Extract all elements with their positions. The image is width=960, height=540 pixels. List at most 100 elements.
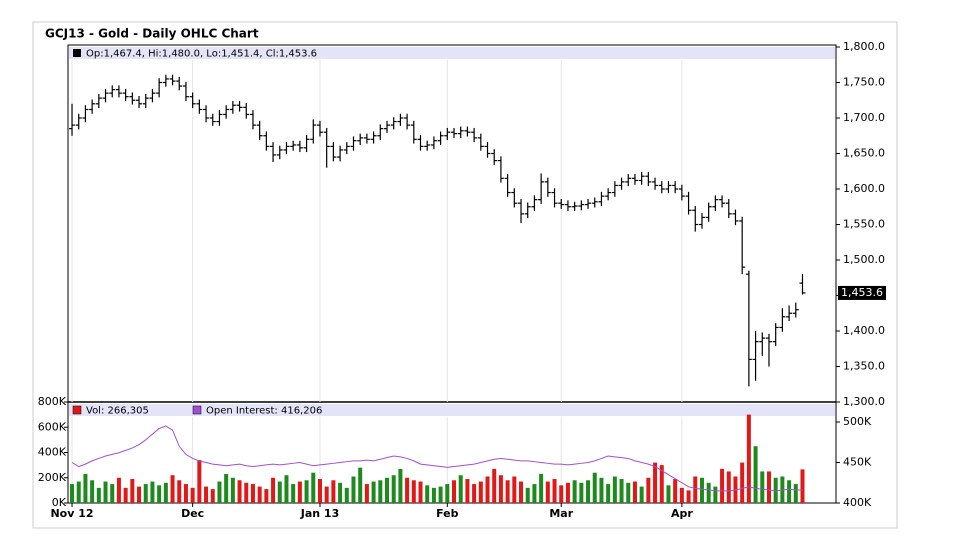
volume-bar (110, 484, 115, 503)
y-tick-label: 400K (38, 446, 67, 459)
y-tick-label: 1,650.0 (843, 147, 885, 160)
volume-bar (532, 484, 537, 503)
volume-bar (405, 477, 410, 503)
x-tick-label: Apr (671, 507, 693, 520)
volume-bar (398, 468, 403, 503)
y-tick-label: 800K (38, 395, 67, 408)
volume-bar (800, 469, 805, 503)
volume-bar (760, 471, 765, 503)
legend-band (69, 47, 835, 59)
volume-bar (331, 480, 336, 503)
legend-text: Vol: 266,305 (86, 406, 149, 417)
volume-bar (431, 487, 436, 503)
volume-bar (338, 482, 343, 503)
volume-bar (498, 475, 503, 503)
volume-bar (586, 480, 591, 503)
volume-bar (478, 481, 483, 503)
volume-bar (693, 476, 698, 503)
volume-bar (197, 460, 202, 503)
x-tick-label: Mar (549, 507, 573, 520)
x-tick-label: Feb (436, 507, 459, 520)
volume-bar (572, 480, 577, 503)
y-tick-label: 1,550.0 (843, 218, 885, 231)
volume-bar (438, 486, 443, 503)
volume-bar (559, 485, 564, 503)
volume-bar (659, 465, 664, 503)
volume-bar (525, 487, 530, 503)
volume-bar (565, 482, 570, 503)
y-tick-label: 600K (38, 420, 67, 433)
volume-bar (679, 487, 684, 503)
volume-bar (787, 480, 792, 503)
volume-bar (137, 486, 142, 503)
volume-bar (699, 477, 704, 503)
volume-bar (163, 482, 168, 503)
volume-bar (371, 481, 376, 503)
volume-bar (157, 485, 162, 503)
volume-bar (653, 462, 658, 503)
volume-bar (592, 472, 597, 503)
volume-bar (706, 482, 711, 503)
volume-bar (793, 484, 798, 503)
y-tick-label: 1,300.0 (843, 395, 885, 408)
volume-bar (472, 484, 477, 503)
y2-tick-label: 400K (843, 496, 872, 509)
volume-bar (632, 481, 637, 503)
volume-bar (619, 479, 624, 503)
volume-bar (753, 446, 758, 503)
volume-bar (224, 473, 229, 503)
volume-bar (230, 477, 235, 503)
y-tick-label: 1,750.0 (843, 76, 885, 89)
volume-bar (539, 473, 544, 503)
volume-bar (458, 475, 463, 503)
volume-bar (384, 477, 389, 503)
volume-bar (418, 481, 423, 503)
volume-bar (505, 480, 510, 503)
legend-swatch (72, 405, 82, 415)
volume-bar (726, 471, 731, 503)
volume-bar (217, 481, 222, 503)
volume-bar (673, 479, 678, 503)
volume-bar (626, 482, 631, 503)
volume-bar (250, 484, 255, 503)
legend-swatch (73, 49, 81, 57)
volume-bar (344, 487, 349, 503)
volume-bar (666, 485, 671, 503)
volume-bar (485, 476, 490, 503)
volume-bar (612, 476, 617, 503)
legend-band (69, 404, 835, 416)
volume-bar (512, 476, 517, 503)
legend-swatch (192, 405, 202, 415)
y-tick-label: 0K (52, 496, 67, 509)
volume-bar (304, 480, 309, 503)
volume-bar (552, 479, 557, 503)
volume-bar (103, 481, 108, 503)
volume-bar (116, 477, 121, 503)
volume-bar (190, 487, 195, 503)
volume-bar (90, 480, 95, 503)
volume-bar (746, 414, 751, 503)
y2-tick-label: 500K (843, 415, 872, 428)
y-tick-label: 1,600.0 (843, 182, 885, 195)
y-tick-label: 200K (38, 471, 67, 484)
volume-bar (720, 468, 725, 503)
volume-bar (177, 480, 182, 503)
volume-bar (740, 462, 745, 503)
volume-bar (646, 477, 651, 503)
volume-bar (96, 487, 101, 503)
volume-bar (606, 484, 611, 503)
volume-bar (411, 480, 416, 503)
volume-bar (244, 482, 249, 503)
volume-bar (351, 476, 356, 503)
volume-bar (297, 481, 302, 503)
last-price-label: 1,453.6 (841, 286, 883, 299)
volume-bar (76, 481, 81, 503)
y-tick-label: 1,700.0 (843, 111, 885, 124)
volume-bar (210, 489, 215, 503)
volume-bar (257, 486, 262, 503)
volume-bar (425, 485, 430, 503)
y-tick-label: 1,500.0 (843, 253, 885, 266)
y2-tick-label: 450K (843, 456, 872, 469)
volume-bar (170, 475, 175, 503)
volume-bar (391, 475, 396, 503)
